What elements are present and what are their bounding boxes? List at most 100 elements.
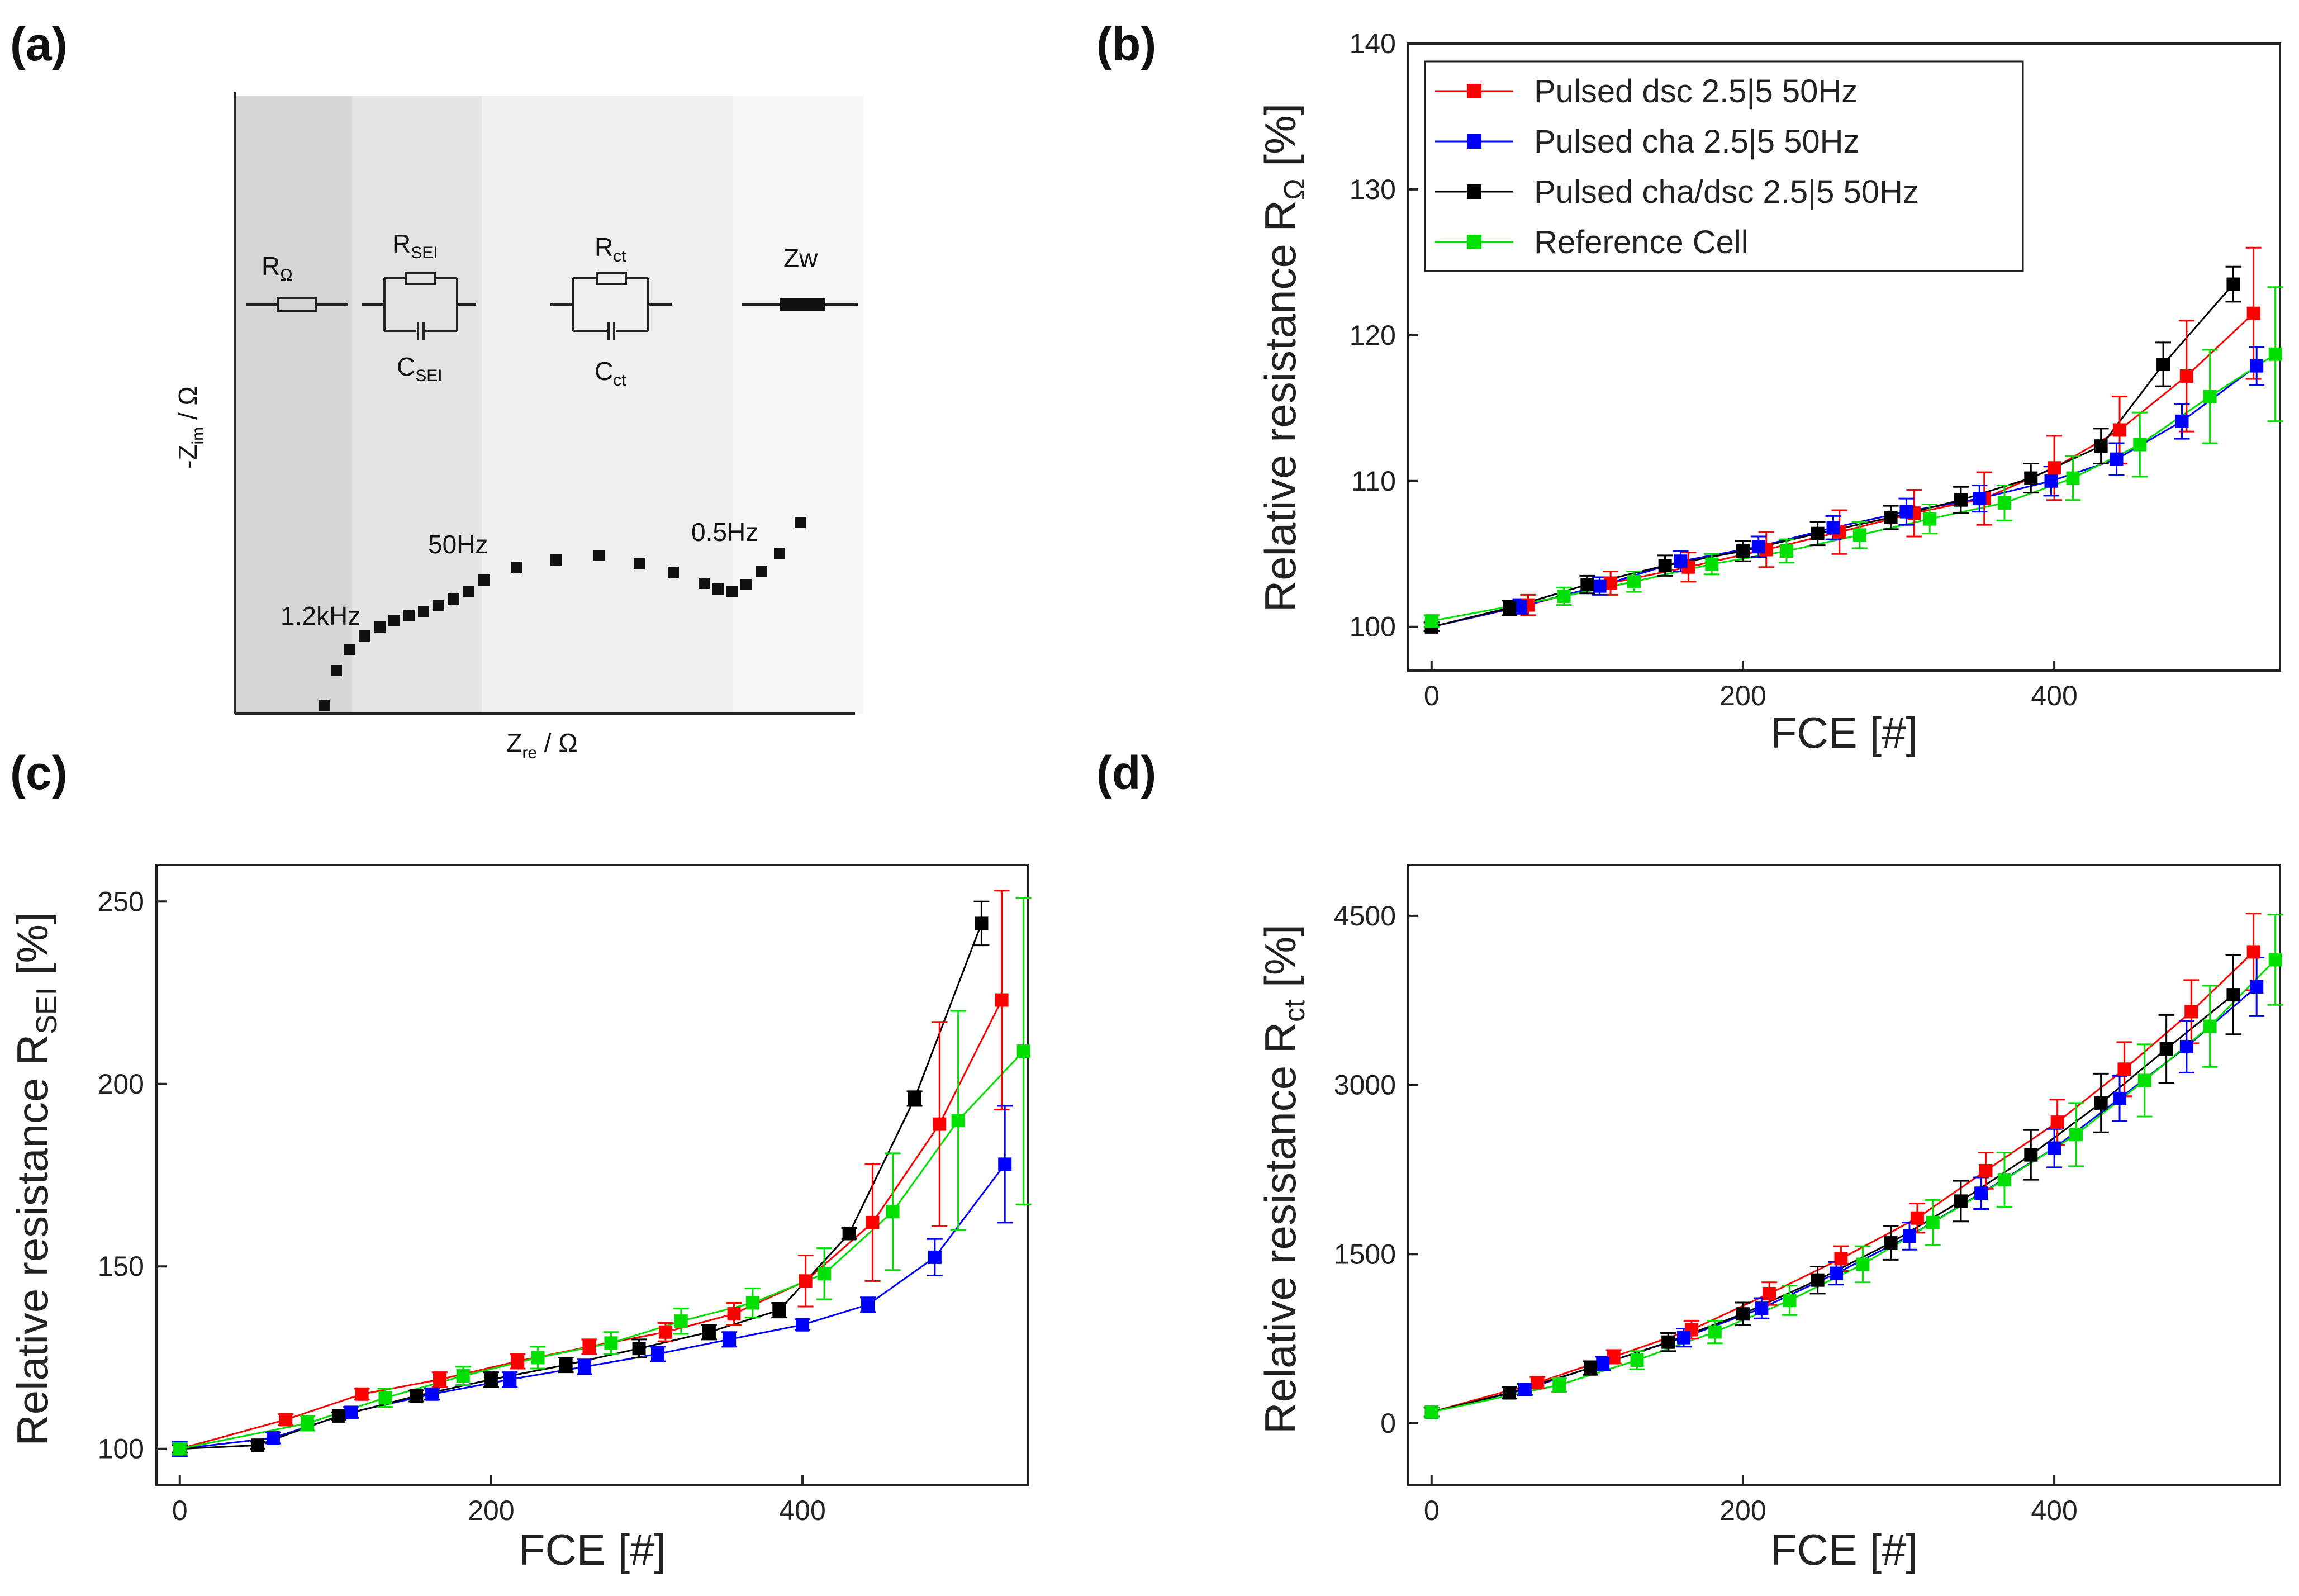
label-r-ohm: RΩ <box>262 251 293 284</box>
data-point <box>1910 1211 1924 1225</box>
x-tick-label: 200 <box>1720 1495 1766 1526</box>
label-r-sei: RSEI <box>392 229 438 262</box>
y-tick-label: 100 <box>1350 611 1396 643</box>
nyquist-point <box>668 567 679 578</box>
data-point <box>658 1325 672 1339</box>
data-point <box>559 1358 573 1372</box>
data-point <box>998 1157 1012 1171</box>
nyquist-point <box>388 615 400 626</box>
data-point <box>1630 1353 1644 1367</box>
nyquist-point <box>344 644 355 655</box>
circuit-r-ct: Rct Cct <box>550 232 672 390</box>
y-tick-label: 100 <box>98 1433 144 1465</box>
series-line-0 <box>1431 312 2254 628</box>
data-point <box>1503 1386 1517 1400</box>
data-point <box>2113 423 2127 437</box>
nyquist-point <box>511 562 522 573</box>
tick-marks: 0 200 400 0 1500 3000 4500 <box>1334 900 2078 1526</box>
chart-r-ohm: 0 200 400 100 110 120 130 140 FCE [#] Relative … <box>1256 28 2283 757</box>
data-point <box>2203 390 2217 403</box>
y-tick-label: 250 <box>98 886 144 917</box>
legend-label-cha: Pulsed cha 2.5|5 50Hz <box>1534 124 1860 160</box>
data-point <box>1834 1252 1848 1266</box>
data-point <box>975 916 989 930</box>
data-point <box>2226 277 2240 291</box>
legend-label-dsc: Pulsed dsc 2.5|5 50Hz <box>1534 73 1858 110</box>
region-diffusion <box>733 96 863 714</box>
data-point <box>772 1303 786 1317</box>
x-tick-label: 200 <box>1720 680 1766 711</box>
data-point <box>578 1360 592 1374</box>
series-line-3 <box>1431 959 2276 1413</box>
nyquist-point <box>550 554 562 566</box>
nyquist-point <box>374 621 386 633</box>
data-point <box>1783 1294 1797 1308</box>
x-axis-label: FCE [#] <box>519 1525 666 1574</box>
data-point <box>1979 1163 1993 1177</box>
data-point <box>531 1351 545 1365</box>
data-point <box>796 1318 810 1332</box>
series-line-0 <box>1431 951 2254 1413</box>
nyquist-point <box>331 665 342 676</box>
data-points <box>173 916 1030 1456</box>
data-point <box>1997 1173 2011 1187</box>
series-line-2 <box>1431 994 2234 1413</box>
data-point <box>1593 579 1607 593</box>
y-tick-label: 200 <box>98 1068 144 1100</box>
nyquist-point <box>634 558 645 569</box>
label-c-ct: Cct <box>595 357 626 390</box>
label-c-sei: CSEI <box>397 352 443 385</box>
series-line-1 <box>1431 986 2258 1413</box>
data-point <box>2094 1096 2108 1110</box>
data-point <box>1926 1215 1940 1229</box>
data-point <box>2179 1039 2193 1053</box>
nyquist-point <box>403 610 415 621</box>
x-tick-label: 400 <box>2031 680 2077 711</box>
data-point <box>604 1336 618 1350</box>
series-line-3 <box>1431 353 2276 622</box>
tick-marks: 0 200 400 100 150 200 250 <box>98 886 826 1526</box>
data-point <box>1856 1257 1870 1271</box>
error-bars <box>1423 913 2283 1418</box>
data-point <box>1923 512 1937 526</box>
y-axis-label: Relative resistance RSEI [%] <box>8 912 63 1446</box>
series-line-0 <box>179 999 1003 1450</box>
circuit-r-ohm: RΩ <box>246 251 348 312</box>
data-point <box>1424 1405 1438 1419</box>
data-point <box>1903 1229 1916 1243</box>
data-point <box>456 1369 470 1383</box>
data-point <box>433 1372 446 1386</box>
data-point <box>2066 471 2080 485</box>
data-point <box>1708 1325 1722 1339</box>
data-point <box>866 1215 880 1229</box>
y-tick-label: 4500 <box>1334 900 1396 932</box>
data-point <box>279 1413 293 1427</box>
y-tick-label: 150 <box>98 1251 144 1282</box>
data-point <box>745 1296 759 1310</box>
series-line-2 <box>179 923 982 1450</box>
data-point <box>886 1205 900 1219</box>
annotation-50hz: 50Hz <box>428 530 488 559</box>
data-point <box>1811 526 1825 540</box>
data-point <box>1811 1273 1825 1287</box>
nyquist-point <box>478 574 490 586</box>
plot-frame <box>155 864 1029 1486</box>
data-point <box>1661 1335 1675 1349</box>
data-point <box>933 1117 947 1131</box>
legend-label-cha-dsc: Pulsed cha/dsc 2.5|5 50Hz <box>1534 174 1919 210</box>
y-tick-label: 3000 <box>1334 1070 1396 1101</box>
data-point <box>1583 1361 1597 1375</box>
data-point <box>331 1409 345 1423</box>
plot-frame <box>1407 864 2281 1486</box>
x-axis-label: FCE [#] <box>1770 1525 1918 1574</box>
data-point <box>1954 493 1968 507</box>
data-point <box>1954 1194 1968 1208</box>
legend-label-reference: Reference Cell <box>1534 224 1749 260</box>
data-point <box>2250 359 2264 373</box>
nyquist-points <box>319 517 806 711</box>
data-point <box>410 1389 424 1403</box>
data-point <box>1557 589 1571 603</box>
data-point <box>2184 1005 2198 1019</box>
data-point <box>1580 578 1594 592</box>
